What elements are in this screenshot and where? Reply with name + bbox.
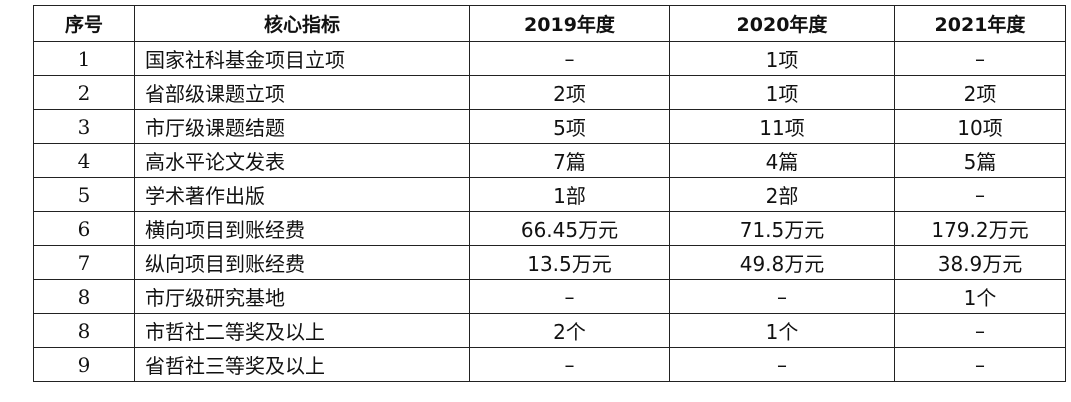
value-2019-cell: 2项 [469, 75, 670, 110]
table-row: 8 市哲社二等奖及以上 2个 1个 – [33, 313, 1066, 348]
value-2020-cell: 71.5万元 [669, 211, 895, 246]
indicator-name-cell: 高水平论文发表 [134, 143, 470, 178]
indicator-name-cell: 省哲社三等奖及以上 [134, 347, 470, 382]
header-index: 序号 [33, 5, 135, 42]
indicator-name-cell: 纵向项目到账经费 [134, 245, 470, 280]
table-row: 5 学术著作出版 1部 2部 – [33, 177, 1066, 212]
table-row: 8 市厅级研究基地 – – 1个 [33, 279, 1066, 314]
indicator-name-cell: 横向项目到账经费 [134, 211, 470, 246]
indicator-table-container: 序号 核心指标 2019年度 2020年度 2021年度 1 国家社科基金项目立… [33, 5, 1066, 382]
table-row: 2 省部级课题立项 2项 1项 2项 [33, 75, 1066, 110]
value-2019-cell: 1部 [469, 177, 670, 212]
row-index-cell: 5 [33, 177, 135, 212]
header-year-2020: 2020年度 [669, 5, 895, 42]
value-2021-cell: – [894, 41, 1066, 76]
value-2019-cell: – [469, 279, 670, 314]
row-index-cell: 1 [33, 41, 135, 76]
row-index-cell: 4 [33, 143, 135, 178]
indicator-name-cell: 学术著作出版 [134, 177, 470, 212]
value-2020-cell: – [669, 347, 895, 382]
value-2020-cell: 11项 [669, 109, 895, 144]
header-year-2021: 2021年度 [894, 5, 1066, 42]
header-year-2019: 2019年度 [469, 5, 670, 42]
indicator-name-cell: 市厅级课题结题 [134, 109, 470, 144]
indicator-name-cell: 市厅级研究基地 [134, 279, 470, 314]
value-2020-cell: 1项 [669, 75, 895, 110]
row-index-cell: 8 [33, 279, 135, 314]
header-indicator: 核心指标 [134, 5, 470, 42]
row-index-cell: 2 [33, 75, 135, 110]
value-2020-cell: 1项 [669, 41, 895, 76]
value-2021-cell: 10项 [894, 109, 1066, 144]
value-2021-cell: – [894, 313, 1066, 348]
value-2019-cell: 5项 [469, 109, 670, 144]
indicator-name-cell: 国家社科基金项目立项 [134, 41, 470, 76]
row-index-cell: 8 [33, 313, 135, 348]
value-2019-cell: 2个 [469, 313, 670, 348]
value-2020-cell: 1个 [669, 313, 895, 348]
value-2021-cell: 38.9万元 [894, 245, 1066, 280]
value-2021-cell: – [894, 177, 1066, 212]
table-row: 3 市厅级课题结题 5项 11项 10项 [33, 109, 1066, 144]
table-row: 9 省哲社三等奖及以上 – – – [33, 347, 1066, 382]
value-2019-cell: 13.5万元 [469, 245, 670, 280]
value-2021-cell: – [894, 347, 1066, 382]
indicator-name-cell: 市哲社二等奖及以上 [134, 313, 470, 348]
value-2020-cell: – [669, 279, 895, 314]
value-2019-cell: – [469, 347, 670, 382]
indicator-name-cell: 省部级课题立项 [134, 75, 470, 110]
value-2021-cell: 5篇 [894, 143, 1066, 178]
table-row: 6 横向项目到账经费 66.45万元 71.5万元 179.2万元 [33, 211, 1066, 246]
value-2021-cell: 1个 [894, 279, 1066, 314]
table-row: 7 纵向项目到账经费 13.5万元 49.8万元 38.9万元 [33, 245, 1066, 280]
value-2021-cell: 2项 [894, 75, 1066, 110]
value-2019-cell: 7篇 [469, 143, 670, 178]
table-row: 1 国家社科基金项目立项 – 1项 – [33, 41, 1066, 76]
row-index-cell: 6 [33, 211, 135, 246]
value-2020-cell: 49.8万元 [669, 245, 895, 280]
table-row: 4 高水平论文发表 7篇 4篇 5篇 [33, 143, 1066, 178]
core-indicator-table: 序号 核心指标 2019年度 2020年度 2021年度 1 国家社科基金项目立… [33, 5, 1066, 382]
value-2019-cell: 66.45万元 [469, 211, 670, 246]
table-header-row: 序号 核心指标 2019年度 2020年度 2021年度 [33, 5, 1066, 42]
value-2019-cell: – [469, 41, 670, 76]
row-index-cell: 9 [33, 347, 135, 382]
value-2020-cell: 4篇 [669, 143, 895, 178]
row-index-cell: 3 [33, 109, 135, 144]
row-index-cell: 7 [33, 245, 135, 280]
value-2021-cell: 179.2万元 [894, 211, 1066, 246]
value-2020-cell: 2部 [669, 177, 895, 212]
